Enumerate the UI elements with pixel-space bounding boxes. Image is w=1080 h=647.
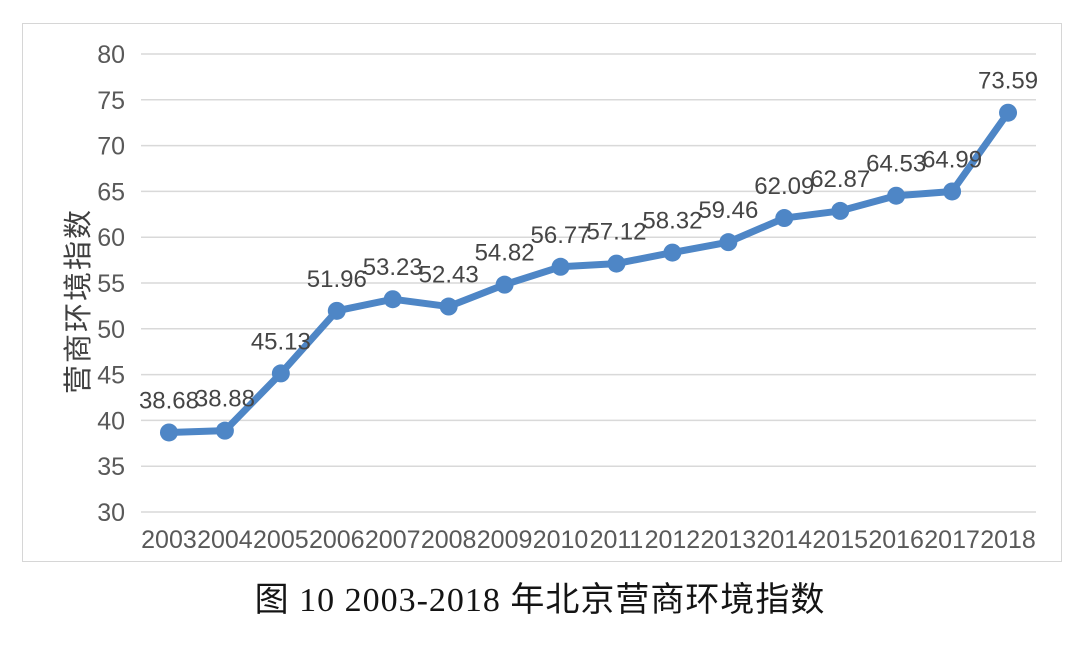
y-tick-label: 80 [97,41,125,69]
data-label: 57.12 [586,219,646,246]
data-label: 64.53 [866,151,926,178]
y-tick-label: 65 [97,178,125,206]
x-tick-label: 2007 [365,526,421,554]
data-point-marker [383,290,402,309]
y-tick-label: 35 [97,453,125,481]
data-point-marker [887,186,906,205]
chart-plot-frame: 80 75 70 65 60 55 50 45 40 35 30 2003 2004 2005 2006 20… [22,23,1062,562]
data-point-marker [831,201,850,220]
y-tick-label: 50 [97,316,125,344]
x-tick-label: 2013 [701,526,757,554]
data-point-marker [775,209,794,228]
y-tick-label: 70 [97,133,125,161]
x-tick-label: 2008 [421,526,477,554]
data-label: 64.99 [922,146,982,173]
data-point-marker [999,103,1018,122]
data-point-marker [663,243,682,262]
figure-caption: 图 10 2003-2018 年北京营商环境指数 [254,582,826,619]
x-tick-label: 2015 [812,526,868,554]
data-label: 54.82 [475,240,535,267]
index-line [165,109,1012,436]
x-tick-label: 2009 [477,526,533,554]
data-label: 62.87 [810,166,870,193]
x-tick-label: 2006 [309,526,365,554]
y-tick-label: 55 [97,270,125,298]
y-tick-label: 30 [97,499,125,527]
data-label: 52.43 [419,262,479,289]
data-point-marker [551,257,570,276]
data-label: 45.13 [251,328,311,355]
data-label: 58.32 [642,208,702,235]
data-label: 38.68 [139,387,199,414]
data-label: 59.46 [698,197,758,224]
data-label: 62.09 [754,173,814,200]
x-tick-label: 2010 [533,526,589,554]
y-tick-label: 40 [97,407,125,435]
x-tick-label: 2017 [924,526,980,554]
y-axis-title: 营商环境指数 [63,207,95,395]
data-point-marker [159,423,178,442]
x-tick-label: 2016 [868,526,924,554]
y-tick-label: 45 [97,362,125,390]
x-tick-label: 2005 [253,526,309,554]
data-point-marker [943,182,962,201]
data-label: 38.88 [195,386,255,413]
x-tick-label: 2012 [645,526,701,554]
data-point-marker [439,297,458,316]
data-point-marker [215,421,234,440]
data-label: 51.96 [307,266,367,293]
y-tick-label: 60 [97,224,125,252]
x-tick-label: 2018 [980,526,1036,554]
data-point-marker [327,301,346,320]
data-label: 53.23 [363,254,423,281]
data-point-marker [607,254,626,273]
data-label: 73.59 [978,68,1038,95]
data-point-marker [495,275,514,294]
x-tick-label: 2003 [141,526,197,554]
y-tick-label: 75 [97,87,125,115]
data-point-marker [271,364,290,383]
data-point-marker [719,233,738,252]
x-tick-label: 2014 [756,526,812,554]
x-tick-label: 2004 [197,526,253,554]
x-tick-label: 2011 [590,526,644,554]
data-label: 56.77 [531,222,591,249]
